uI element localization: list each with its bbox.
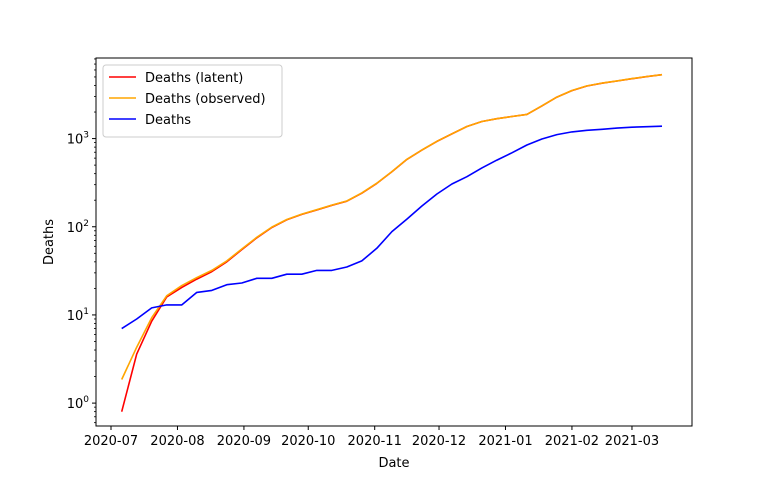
x-tick-label: 2020-10 [281, 434, 335, 449]
x-tick-label: 2021-03 [605, 434, 659, 449]
series-layer [120, 73, 663, 412]
x-axis: 2020-07 2020-08 2020-09 2020-10 2020-11 2020-… [84, 426, 659, 449]
y-axis: 100 101 102 103 [67, 58, 96, 424]
x-tick-label: 2020-09 [217, 434, 271, 449]
x-tick-label: 2021-02 [545, 434, 599, 449]
x-tick-label: 2020-08 [150, 434, 204, 449]
y-axis-label: Deaths [42, 219, 57, 265]
plot-frame [95, 57, 693, 427]
x-tick-label: 2020-11 [348, 434, 402, 449]
y-tick-label: 103 [67, 131, 89, 148]
legend: Deaths (latent) Deaths (observed) Deaths [102, 64, 283, 138]
x-tick-label: 2020-12 [412, 434, 466, 449]
y-tick-label: 101 [67, 307, 89, 324]
y-tick-label: 102 [67, 219, 89, 236]
legend-label: Deaths (observed) [145, 92, 266, 107]
series-line-2 [121, 125, 663, 330]
y-tick-label: 100 [67, 395, 90, 412]
legend-label: Deaths (latent) [145, 71, 243, 86]
legend-label: Deaths [145, 113, 191, 128]
series-line-1 [120, 73, 663, 380]
x-axis-label: Date [378, 456, 409, 471]
x-tick-label: 2020-07 [84, 434, 138, 449]
x-tick-label: 2021-01 [478, 434, 532, 449]
legend-box [102, 64, 283, 138]
